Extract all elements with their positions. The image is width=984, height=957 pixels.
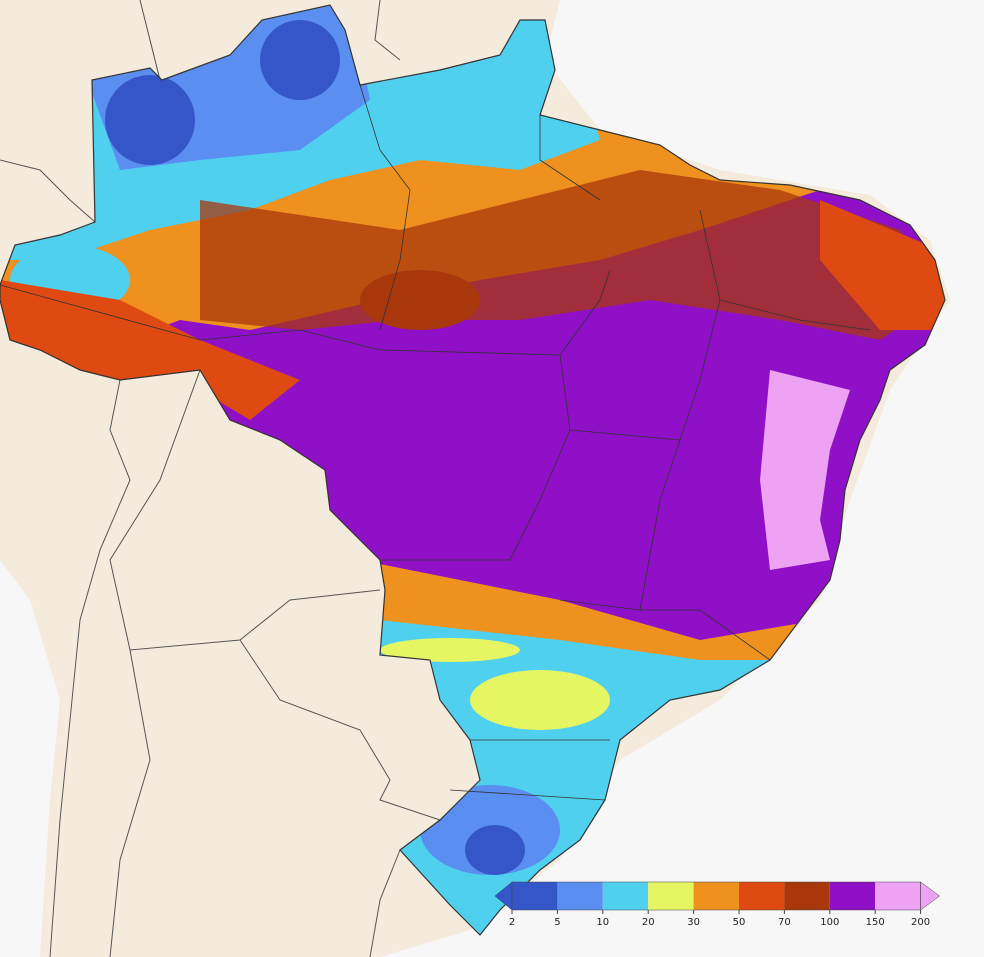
legend-swatch — [829, 882, 876, 910]
ocean — [380, 0, 984, 957]
legend-swatch — [557, 882, 603, 910]
field-red — [0, 280, 300, 420]
legend-swatch — [875, 882, 921, 910]
legend-tick-label: 2 — [509, 917, 515, 928]
legend-tick-label: 100 — [820, 917, 839, 928]
ocean-west — [0, 560, 60, 957]
legend-swatch — [602, 882, 649, 910]
field-darkblue — [260, 20, 340, 100]
field-brown — [360, 270, 480, 330]
legend-frame — [511, 881, 921, 911]
legend-tick-label: 70 — [778, 917, 791, 928]
legend-tick-label: 10 — [596, 917, 609, 928]
field-yellow — [470, 670, 610, 730]
country-borders — [0, 0, 441, 957]
legend-tick-label: 150 — [866, 917, 885, 928]
legend-swatch — [693, 882, 739, 910]
legend-tick-label: 50 — [733, 917, 746, 928]
field-red — [820, 200, 945, 330]
legend-swatch — [648, 882, 694, 910]
legend-swatch — [784, 882, 830, 910]
legend-swatch — [512, 882, 558, 910]
legend-swatch — [739, 882, 785, 910]
state-borders — [0, 4, 946, 936]
legend-tick-label: 20 — [642, 917, 655, 928]
legend: 2 5 10 20 30 50 70 100 150 200 — [494, 881, 941, 928]
legend-tick-label: 30 — [687, 917, 700, 928]
field-darkblue-s — [465, 825, 525, 875]
field-pink — [760, 370, 850, 570]
field-yellow — [380, 638, 520, 662]
legend-tick-label: 5 — [554, 917, 560, 928]
legend-tick-label: 200 — [911, 917, 930, 928]
field-darkblue — [105, 75, 195, 165]
